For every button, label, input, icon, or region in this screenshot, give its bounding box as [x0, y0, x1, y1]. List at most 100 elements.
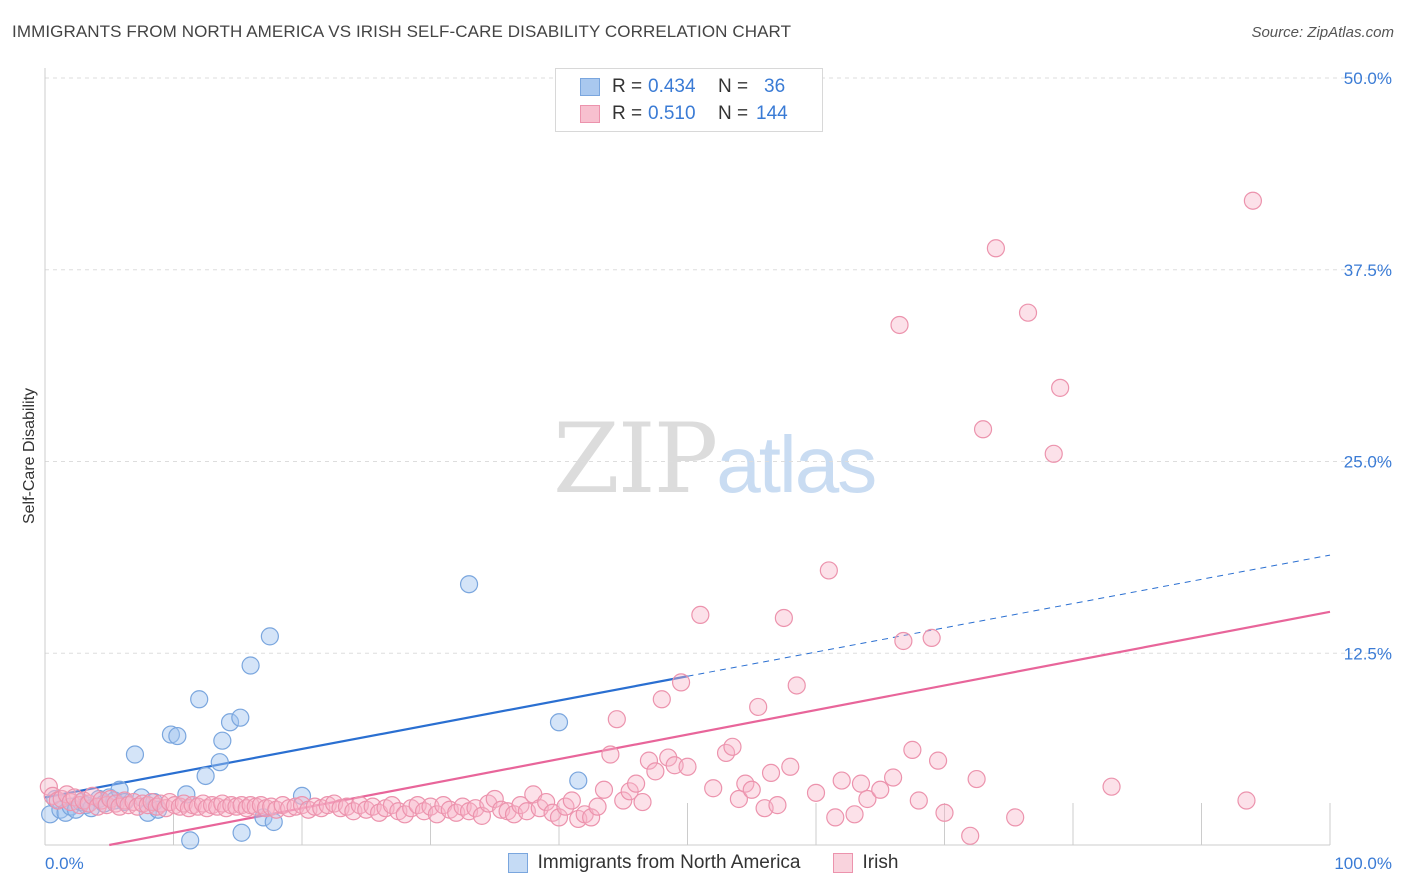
irish-point: [208, 797, 227, 816]
irish-point: [774, 608, 793, 628]
irish-point: [935, 803, 954, 822]
legend-row-north-america: R = 0.434 N = 36: [580, 75, 785, 99]
north-america-point: [231, 708, 250, 727]
irish-point: [1237, 791, 1256, 810]
y-tick-label: 50.0%: [1344, 69, 1392, 88]
x-tick-label-max: 100.0%: [1334, 854, 1392, 873]
irish-point: [894, 631, 913, 651]
irish-point: [119, 796, 138, 815]
legend-n-value: 36: [764, 76, 786, 97]
irish-point: [160, 792, 179, 812]
irish-point: [819, 561, 838, 580]
irish-point: [646, 762, 665, 781]
watermark-atlas: atlas: [716, 420, 877, 509]
north-america-point: [196, 766, 215, 786]
irish-point: [761, 763, 781, 783]
irish-point: [723, 737, 742, 756]
irish-point: [749, 697, 768, 717]
north-america-point: [138, 803, 157, 822]
north-america-point: [220, 713, 240, 732]
series-label: Immigrants from North America: [537, 852, 801, 873]
y-axis-label: Self-Care Disability: [21, 388, 38, 524]
legend-r-value: 0.510: [648, 103, 696, 124]
irish-point: [1243, 191, 1263, 210]
axis-labels: 12.5% 25.0% 37.5% 50.0% 0.0% 100.0% Self-Care …: [21, 69, 1392, 873]
irish-point: [858, 789, 877, 809]
legend-r-label: R =: [612, 76, 643, 97]
y-tick-label: 37.5%: [1344, 261, 1392, 280]
irish-point: [986, 239, 1006, 258]
irish-point: [787, 676, 806, 695]
irish-point: [83, 786, 102, 806]
irish-point: [1044, 444, 1063, 463]
correlation-legend: R = 0.434 N = 36 R = 0.510 N = 144: [555, 68, 823, 132]
irish-point: [582, 808, 601, 827]
irish-point: [671, 673, 691, 692]
irish-point: [639, 751, 659, 770]
north-america-point: [232, 823, 251, 842]
source-credit: Source: ZipAtlas.com: [1251, 24, 1394, 41]
irish-point: [704, 779, 723, 798]
north-america-trendline: [44, 675, 688, 799]
irish-point: [633, 792, 652, 812]
irish-point: [851, 774, 871, 793]
irish-point: [626, 774, 646, 793]
legend-n-value: 144: [756, 103, 788, 124]
watermark-zip: ZIP: [553, 403, 718, 515]
series-legend-irish[interactable]: Irish: [832, 852, 898, 874]
data-points: [39, 191, 1263, 850]
irish-point: [961, 826, 980, 845]
x-tick-label-min: 0.0%: [45, 854, 84, 873]
irish-point: [614, 791, 633, 810]
north-america-point: [549, 713, 569, 732]
irish-point: [883, 768, 903, 787]
north-america-point: [125, 745, 145, 764]
series-legend: Immigrants from North America Irish: [0, 852, 1406, 874]
north-america-trendline-extension: [687, 554, 1331, 677]
series-swatch-irish: [832, 853, 853, 873]
irish-point: [562, 791, 581, 810]
legend-n-label: N =: [718, 103, 749, 124]
irish-point: [262, 797, 281, 816]
series-swatch-north-america: [507, 853, 528, 873]
north-america-point: [260, 627, 279, 646]
irish-point: [678, 757, 697, 776]
irish-point: [607, 710, 626, 729]
irish-point: [1018, 303, 1038, 322]
irish-point: [781, 757, 800, 776]
north-america-point: [210, 753, 229, 772]
irish-point: [691, 605, 710, 625]
y-tick-label: 12.5%: [1344, 644, 1392, 663]
north-america-point: [213, 731, 232, 750]
irish-point: [1051, 378, 1070, 397]
legend-n-label: N =: [718, 76, 749, 97]
watermark: ZIPatlas: [553, 403, 877, 515]
legend-swatch-north-america: [580, 78, 600, 96]
irish-point: [729, 789, 749, 809]
irish-point: [922, 628, 941, 648]
irish-point: [973, 420, 993, 439]
irish-point: [845, 805, 864, 824]
irish-point: [742, 780, 761, 799]
irish-point: [871, 780, 890, 799]
irish-point: [588, 797, 607, 816]
chart-title: IMMIGRANTS FROM NORTH AMERICA VS IRISH S…: [12, 22, 792, 41]
north-america-point: [161, 725, 181, 744]
legend-swatch-irish: [580, 105, 600, 123]
irish-point: [188, 797, 208, 816]
irish-point: [967, 769, 986, 789]
irish-point: [768, 796, 787, 815]
north-america-point: [241, 656, 260, 675]
irish-point: [1006, 808, 1025, 827]
axes: [44, 68, 1331, 846]
north-america-point: [569, 771, 588, 790]
series-legend-north-america[interactable]: Immigrants from North America: [507, 852, 801, 874]
irish-point: [601, 745, 620, 764]
irish-point: [826, 808, 845, 827]
irish-point: [1102, 777, 1121, 796]
irish-point: [806, 783, 826, 802]
irish-point: [909, 791, 928, 810]
irish-point: [652, 690, 671, 709]
north-america-point: [181, 831, 200, 850]
